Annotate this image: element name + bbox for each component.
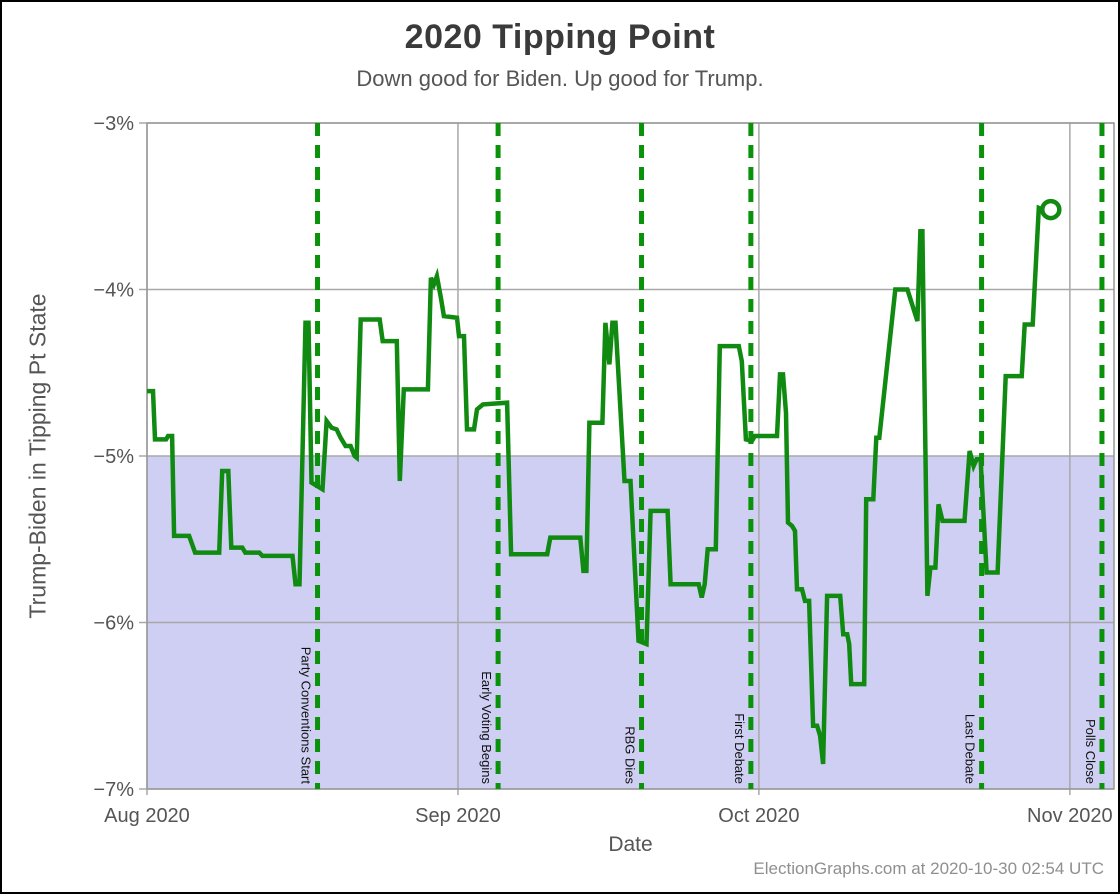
y-tick-label: −7% — [93, 779, 134, 801]
x-tick-label: Oct 2020 — [718, 805, 799, 827]
plot-border — [146, 122, 1115, 790]
event-label: RBG Dies — [623, 726, 638, 784]
y-tick-label: −6% — [93, 613, 134, 635]
event-label: First Debate — [732, 713, 747, 784]
attribution-text: ElectionGraphs.com at 2020-10-30 02:54 U… — [753, 859, 1104, 878]
x-tick-label: Aug 2020 — [104, 805, 190, 827]
x-tick-label: Nov 2020 — [1027, 805, 1113, 827]
event-label: Last Debate — [963, 714, 978, 784]
y-tick-label: −4% — [93, 280, 134, 302]
chart-subtitle: Down good for Biden. Up good for Trump. — [356, 66, 764, 91]
event-label: Party Conventions Start — [299, 647, 314, 785]
x-axis-title: Date — [608, 833, 653, 856]
event-label: Polls Close — [1083, 719, 1098, 784]
y-tick-label: −5% — [93, 446, 134, 468]
event-label: Early Voting Begins — [479, 671, 494, 784]
x-tick-label: Sep 2020 — [415, 805, 501, 827]
margin-series-line — [147, 204, 1044, 765]
chart-title: 2020 Tipping Point — [404, 18, 716, 56]
latest-point-marker — [1040, 198, 1062, 221]
y-tick-label: −3% — [93, 113, 134, 135]
